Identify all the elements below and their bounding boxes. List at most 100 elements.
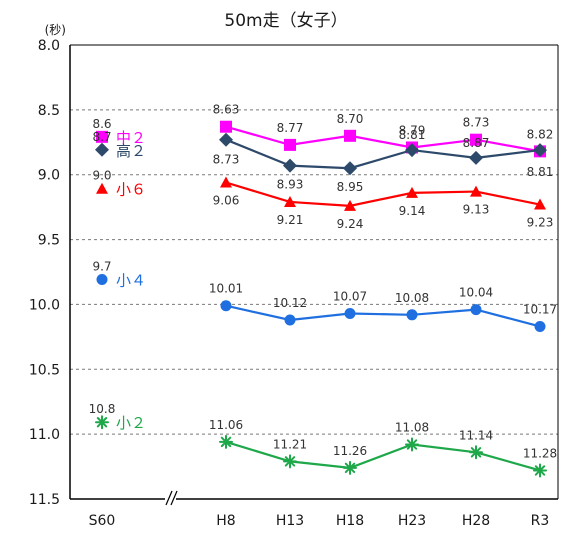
data-label: 9.24 [337,217,364,231]
data-point [406,309,418,321]
data-label: 8.73 [463,116,490,130]
data-point [344,199,356,211]
data-label: 9.13 [463,203,490,217]
data-label: 10.12 [273,296,307,310]
data-label: 11.26 [333,444,367,458]
series-layer [219,120,547,478]
x-tick-label: H18 [336,513,364,529]
y-tick-label: 8.5 [38,103,60,119]
data-label: 8.73 [213,153,240,167]
x-tick-label: R3 [531,513,550,529]
data-label: 10.01 [209,282,243,296]
legend-label: 小２ [116,414,146,432]
data-point [533,143,547,158]
legend-label: 小６ [116,181,146,199]
data-label: 8.81 [399,128,426,142]
legend-label: 高２ [116,142,146,160]
data-label: 11.21 [273,437,307,451]
axis-break-gap [166,489,176,509]
chart-title: 50m走（女子） [224,11,347,31]
data-point [219,434,233,449]
data-point [469,445,483,460]
data-point [534,320,546,332]
data-point [284,314,296,326]
data-label: 8.77 [277,121,304,135]
x-tick-label: H23 [398,513,426,529]
data-point [405,143,419,158]
y-tick-label: 11.0 [29,427,60,443]
y-tick-label: 11.5 [29,492,60,508]
data-label: 8.93 [277,178,304,192]
data-label: 10.17 [523,302,557,316]
axis-break-line [165,490,173,506]
x-tick-label: S60 [89,513,116,529]
series-line-2 [225,138,541,170]
legend-marker [95,142,109,157]
axis-break-line [170,490,178,506]
data-label: 9.21 [277,213,304,227]
baseline-layer: 8.6 中２ 8.7 高２ 9.0 小６ 9.7 小４ 10.8小２ [89,117,146,432]
y-tick-label: 9.5 [38,233,60,249]
data-point [470,133,482,146]
data-point [533,463,547,478]
baseline-value-label: 9.7 [92,260,111,274]
series-line-5 [225,440,541,472]
x-tick-label: H13 [276,513,304,529]
data-point [284,195,296,207]
legend-label: 中２ [116,129,146,147]
data-point [343,161,357,176]
data-label: 8.82 [527,127,554,141]
legend-marker [96,130,108,143]
axis-layer: 8.0 8.5 9.0 9.5 10.0 10.5 11.0 11.5 S60 H8 H13 H18 H… [29,38,559,529]
data-label: 8.70 [337,112,364,126]
data-label: 8.79 [399,123,426,137]
x-tick-label: H28 [462,513,490,529]
data-point [220,300,232,312]
baseline-value-label: 9.0 [92,169,111,183]
data-label: 9.06 [213,193,240,207]
data-point [405,437,419,452]
data-point [219,132,233,147]
y-tick-label: 10.0 [29,297,60,313]
data-point [534,198,546,210]
x-tick-label: H8 [216,513,235,529]
data-label: 11.14 [459,428,493,442]
series-line-3 [225,181,541,207]
baseline-value-label: 10.8 [89,402,116,416]
legend-label: 小４ [116,272,146,290]
series-line-1 [225,125,541,153]
data-label: 8.95 [337,180,364,194]
data-point [469,150,483,165]
data-point [220,176,232,188]
legend-marker [96,274,108,286]
data-point [220,120,232,133]
data-point [284,138,296,151]
data-label: 11.06 [209,418,243,432]
data-label: 8.81 [527,165,554,179]
data-point [406,186,418,198]
data-label: 10.07 [333,290,367,304]
data-point [344,129,356,142]
y-axis-unit: (秒) [45,23,66,37]
data-point [470,185,482,197]
baseline-value-label: 8.6 [92,117,111,131]
data-label: 11.08 [395,421,429,435]
legend-marker [96,182,108,194]
data-label: 8.87 [463,136,490,150]
data-label: 10.04 [459,286,493,300]
y-tick-label: 9.0 [38,168,60,184]
data-label: 9.14 [399,204,426,218]
series-line-4 [225,304,541,328]
data-point [344,308,356,320]
data-label: 10.08 [395,291,429,305]
data-label: 8.63 [213,103,240,117]
y-tick-label: 8.0 [38,38,60,54]
legend-marker [95,415,109,430]
y-tick-label: 10.5 [29,362,60,378]
data-point [470,304,482,316]
data-label: 9.23 [527,216,554,230]
data-label: 11.28 [523,446,557,460]
baseline-value-label: 8.7 [92,130,111,144]
